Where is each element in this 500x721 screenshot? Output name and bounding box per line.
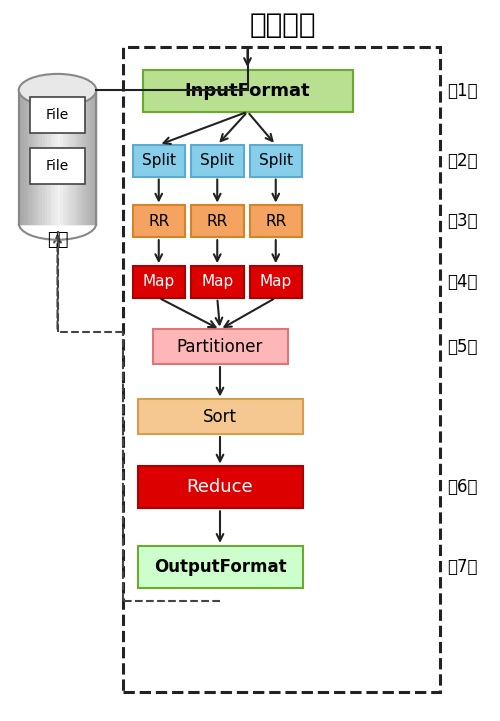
- Text: 第2步: 第2步: [447, 152, 478, 169]
- Text: 第1步: 第1步: [447, 82, 478, 99]
- Bar: [191, 266, 244, 298]
- Text: 第5步: 第5步: [448, 338, 478, 355]
- Bar: [250, 205, 302, 237]
- Text: File: File: [46, 159, 69, 173]
- Bar: [19, 90, 96, 224]
- Bar: [250, 145, 302, 177]
- Text: Sort: Sort: [203, 408, 237, 425]
- Text: 存储: 存储: [47, 231, 68, 249]
- Bar: [30, 97, 85, 133]
- Bar: [138, 546, 302, 588]
- Bar: [191, 145, 244, 177]
- Text: Map: Map: [142, 275, 175, 289]
- Text: OutputFormat: OutputFormat: [154, 558, 286, 575]
- Text: 第3步: 第3步: [447, 213, 478, 230]
- Text: InputFormat: InputFormat: [184, 82, 310, 99]
- Text: Map: Map: [260, 275, 292, 289]
- Text: 第7步: 第7步: [448, 558, 478, 575]
- Text: 计算框架: 计算框架: [249, 12, 316, 39]
- Text: 第4步: 第4步: [448, 273, 478, 291]
- Text: File: File: [46, 108, 69, 123]
- Text: Map: Map: [201, 275, 234, 289]
- Bar: [132, 266, 185, 298]
- Text: Partitioner: Partitioner: [177, 338, 263, 355]
- Bar: [122, 47, 440, 692]
- Bar: [250, 266, 302, 298]
- Bar: [138, 466, 302, 508]
- Text: RR: RR: [206, 214, 228, 229]
- Bar: [30, 148, 85, 184]
- Text: Reduce: Reduce: [186, 479, 254, 496]
- Text: RR: RR: [148, 214, 170, 229]
- Bar: [152, 329, 288, 364]
- Text: Split: Split: [142, 154, 176, 168]
- Text: RR: RR: [265, 214, 286, 229]
- Bar: [142, 70, 352, 112]
- Ellipse shape: [19, 74, 96, 106]
- Bar: [138, 399, 302, 434]
- Bar: [132, 205, 185, 237]
- Bar: [191, 205, 244, 237]
- Text: Split: Split: [259, 154, 293, 168]
- Text: Split: Split: [200, 154, 234, 168]
- Bar: [132, 145, 185, 177]
- Text: 第6步: 第6步: [448, 479, 478, 496]
